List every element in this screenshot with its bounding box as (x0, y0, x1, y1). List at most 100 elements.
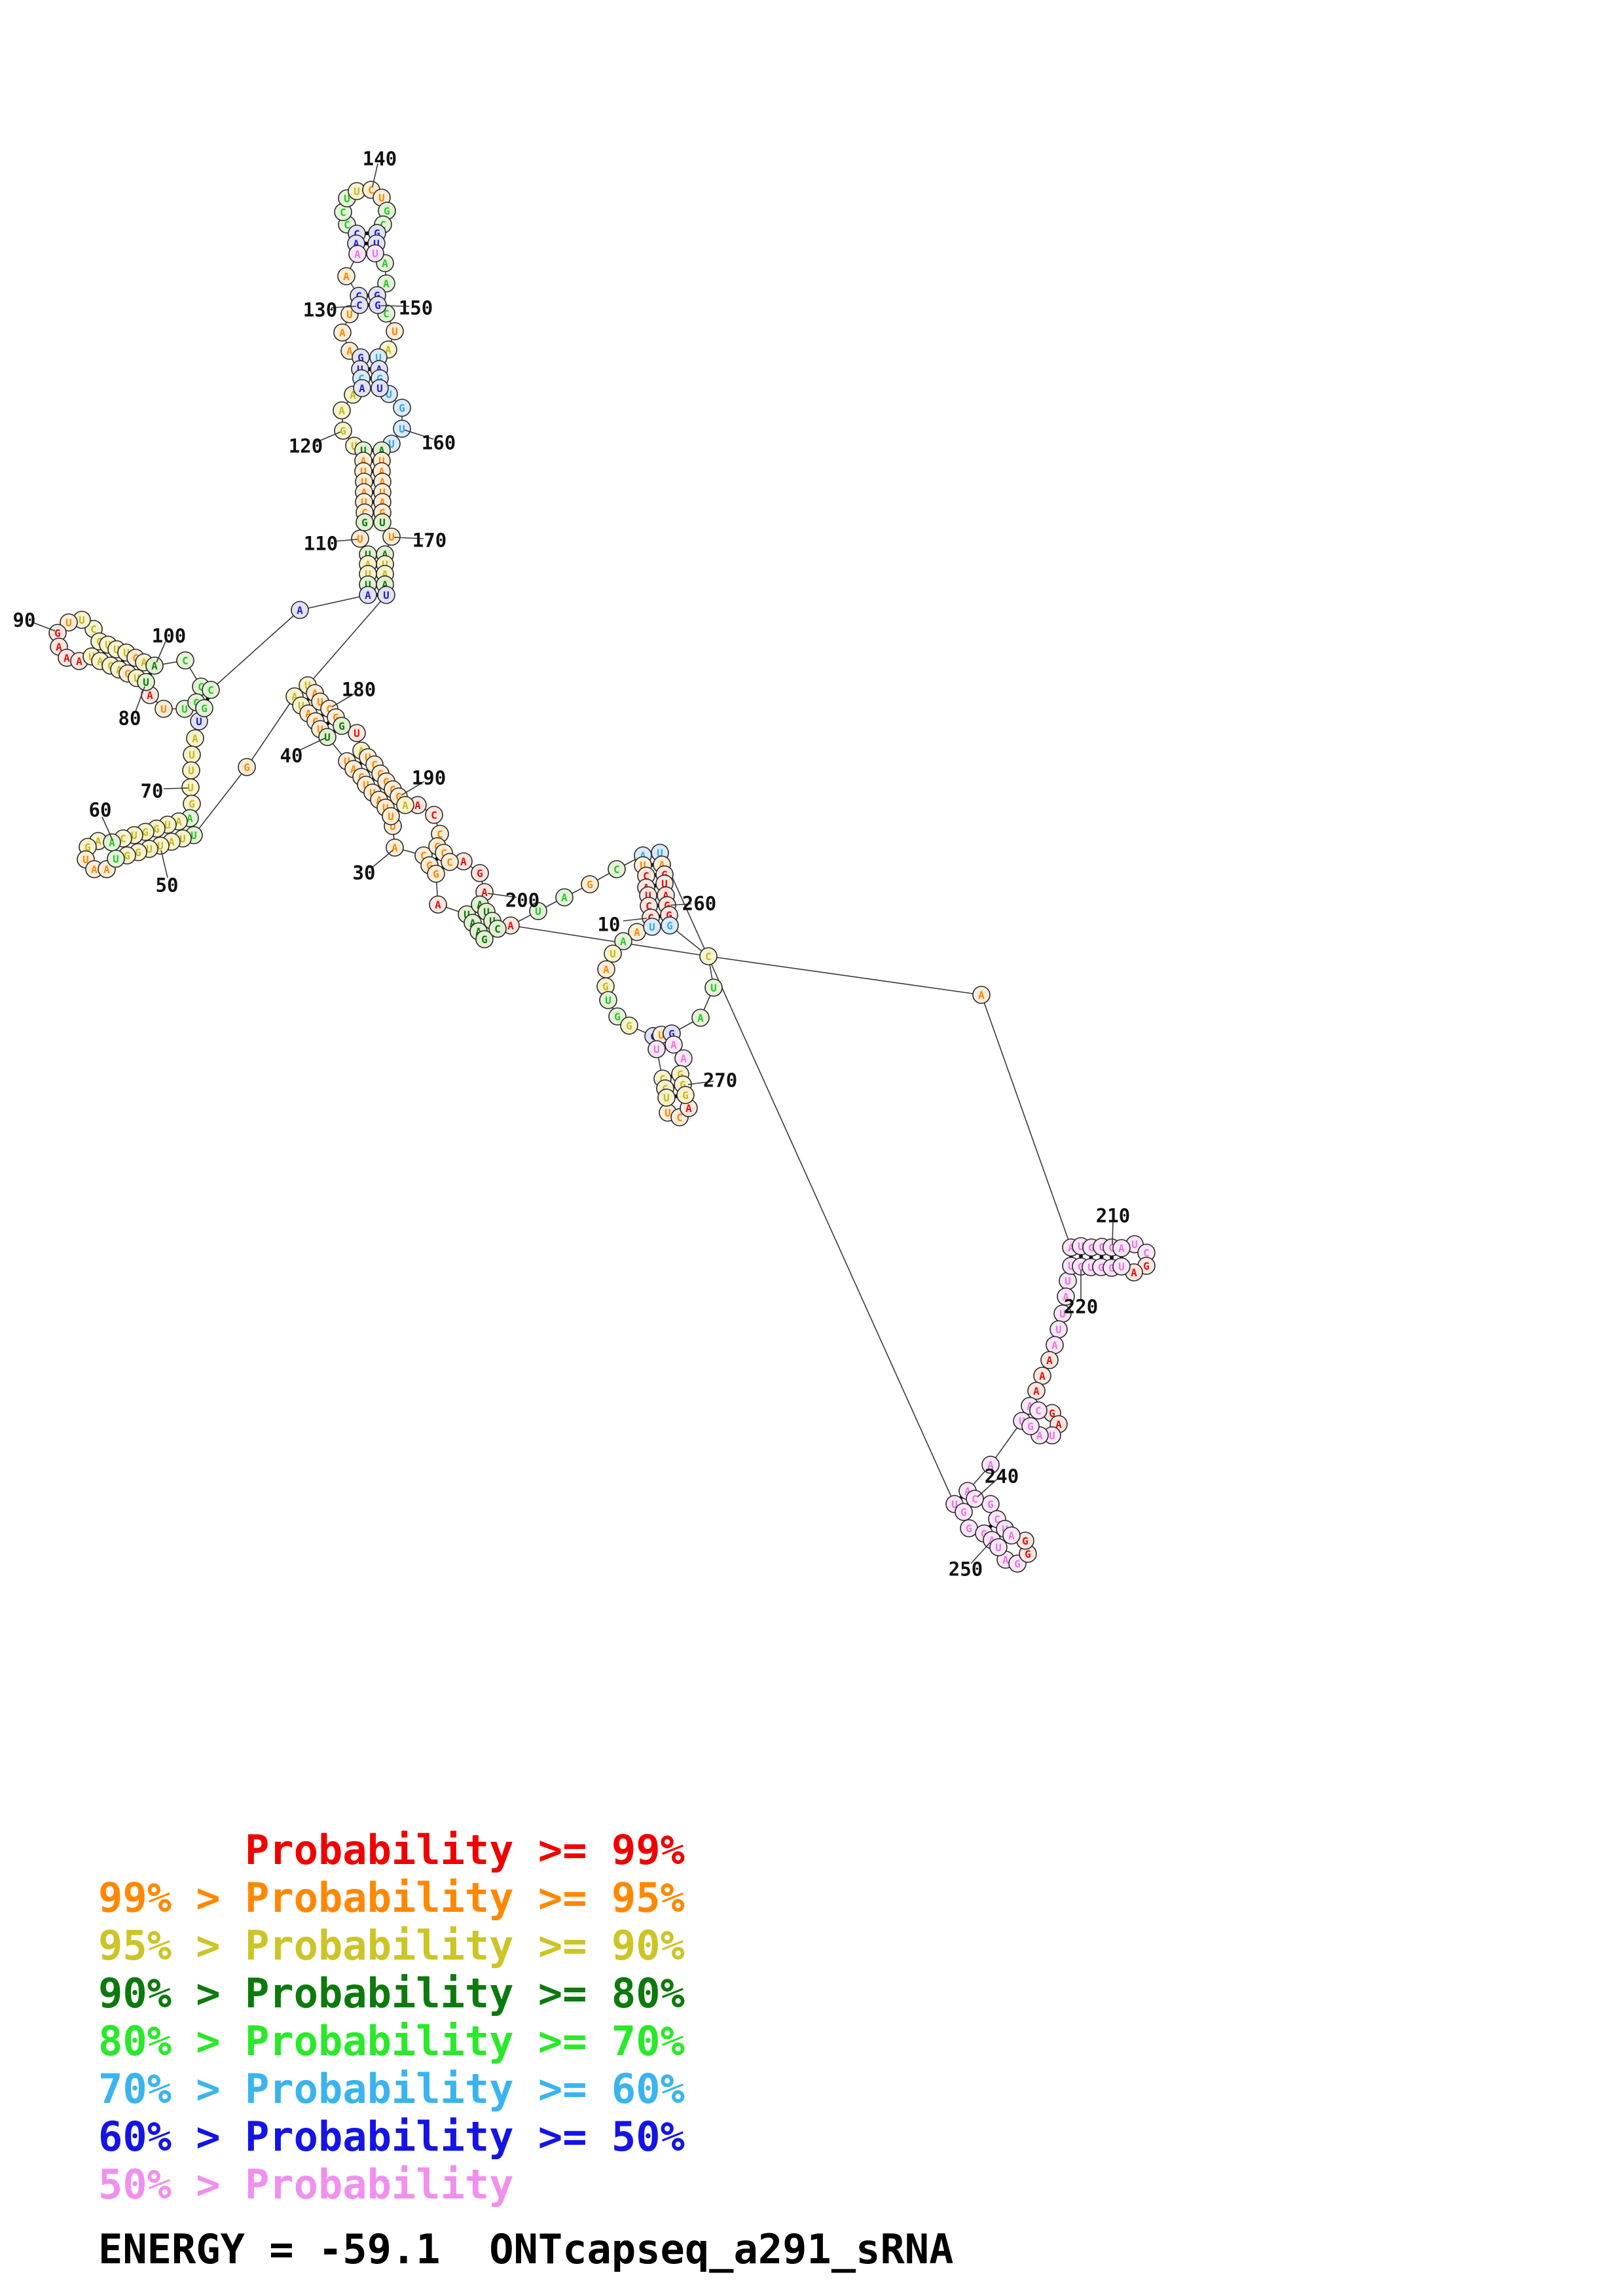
nucleotide-letter: G (153, 823, 160, 835)
nucleotide-letter: A (383, 278, 390, 290)
nucleotide-letter: G (201, 702, 208, 715)
nucleotide-letter: U (1049, 1429, 1055, 1442)
position-label: 50 (156, 874, 179, 896)
nucleotide-letter: A (382, 568, 388, 581)
nucleotide-letter: G (434, 840, 441, 853)
nucleotide-letter: U (179, 833, 186, 845)
nucleotide-letter: G (1088, 1242, 1095, 1254)
nucleotide-letter: U (1059, 1308, 1066, 1320)
nucleotide-letter: A (56, 641, 62, 653)
nucleotide (475, 930, 494, 948)
nucleotide-letter: A (379, 496, 386, 509)
nucleotide-letter: G (107, 660, 114, 672)
nucleotide-letter: U (317, 723, 323, 736)
nucleotide-letter: A (402, 799, 409, 812)
nucleotide-letter: A (359, 382, 365, 395)
nucleotide-letter: U (1087, 1261, 1094, 1274)
nucleotide-letter: U (378, 192, 385, 204)
nucleotide (429, 895, 447, 914)
position-labels: 10 30 40 50 60 70 80 90 100 110 120 130 140 150 160 170… (13, 147, 1131, 1580)
nucleotide-letter: A (116, 664, 122, 676)
nucleotide-letter: G (664, 899, 670, 912)
nucleotide (691, 1009, 710, 1027)
nucleotide-letter: G (966, 1522, 972, 1535)
nucleotide (955, 1503, 973, 1521)
position-label: 40 (280, 744, 303, 766)
nucleotide-letter: G (1025, 1548, 1031, 1560)
nucleotide-letter: C (613, 863, 620, 876)
nucleotide (369, 296, 387, 314)
nucleotide-letter: U (383, 589, 390, 601)
nucleotide-letter: A (64, 652, 70, 664)
nucleotide (366, 244, 384, 262)
nucleotide-letter: A (659, 859, 665, 871)
nucleotide-letter: A (147, 689, 153, 702)
nucleotide-letter: A (353, 238, 359, 250)
nucleotide (195, 699, 213, 717)
nucleotide-letter: U (65, 617, 72, 629)
nucleotide-letter: U (88, 651, 95, 663)
nucleotide-letter: G (84, 841, 91, 853)
nucleotide-letter: C (647, 912, 654, 924)
nucleotide-letter: G (96, 636, 103, 648)
nucleotide (359, 586, 377, 604)
nucleotide-letter: A (378, 465, 385, 478)
position-label: 90 (13, 609, 36, 631)
nucleotide (333, 717, 351, 735)
nucleotide (966, 1490, 984, 1508)
nucleotide-letter: C (1035, 1405, 1042, 1417)
nucleotide-letter: A (663, 889, 669, 902)
nucleotide-letter: U (1118, 1261, 1125, 1273)
nucleotide-letter: G (1108, 1262, 1115, 1274)
nucleotide-letter: U (1078, 1240, 1084, 1253)
nucleotide-letter: U (645, 889, 651, 902)
nucleotide-letter: U (105, 639, 111, 651)
nucleotide-letter: C (494, 923, 501, 935)
nucleotide (176, 651, 194, 670)
nucleotide (989, 1538, 1008, 1556)
nucleotide-letter: A (385, 344, 392, 356)
position-label: 100 (152, 624, 186, 647)
nucleotide-letter: A (305, 708, 312, 720)
nucleotide-letter: U (649, 921, 655, 933)
nucleotide-letter: U (317, 696, 323, 708)
legend-line: 99% > Probability >= 95% (98, 1874, 685, 1922)
nucleotide-letter: C (1143, 1247, 1150, 1259)
nucleotide-letter: U (365, 568, 371, 581)
position-label: 130 (303, 298, 337, 321)
nucleotide (202, 681, 220, 699)
nucleotide-letter: A (507, 920, 514, 932)
nucleotide-letter: A (365, 558, 371, 571)
nucleotide-letter: U (1131, 1238, 1138, 1251)
nucleotide-letter: A (1008, 1530, 1015, 1542)
nucleotide-letter: C (441, 847, 447, 859)
nucleotide-letter: C (1108, 1242, 1115, 1254)
nucleotide-letter: U (196, 715, 202, 728)
nucleotide-letter: U (189, 749, 195, 761)
nucleotide-letter: C (120, 833, 126, 845)
nucleotide-letter: U (610, 948, 616, 960)
nucleotide-letter: A (620, 935, 627, 948)
nucleotide-letter: G (374, 289, 380, 302)
nucleotide-letter: U (605, 994, 611, 1007)
nucleotide-letter: U (390, 820, 396, 833)
nucleotide-letter: A (360, 455, 367, 467)
nucleotide-letter: U (663, 1092, 670, 1104)
nucleotide-letter: C (705, 950, 712, 963)
nucleotide-letter: A (95, 835, 101, 848)
nucleotide (373, 513, 392, 531)
nucleotide-letter: U (298, 700, 304, 712)
nucleotide-letter: C (340, 206, 346, 219)
nucleotide-letter: U (357, 363, 363, 376)
nucleotide-letter: A (561, 891, 568, 904)
nucleotide-letter: A (109, 836, 115, 849)
nucleotide-letter: A (338, 404, 345, 417)
nucleotide-letter: U (640, 859, 646, 872)
nucleotide-letter: U (382, 802, 389, 814)
nucleotide-letter: A (297, 604, 303, 617)
nucleotide-letter: G (981, 1528, 987, 1540)
nucleotide (333, 323, 352, 342)
nucleotide-letter: U (131, 829, 137, 842)
nucleotide-letter: A (76, 655, 82, 668)
nucleotide-letter: A (291, 691, 298, 703)
